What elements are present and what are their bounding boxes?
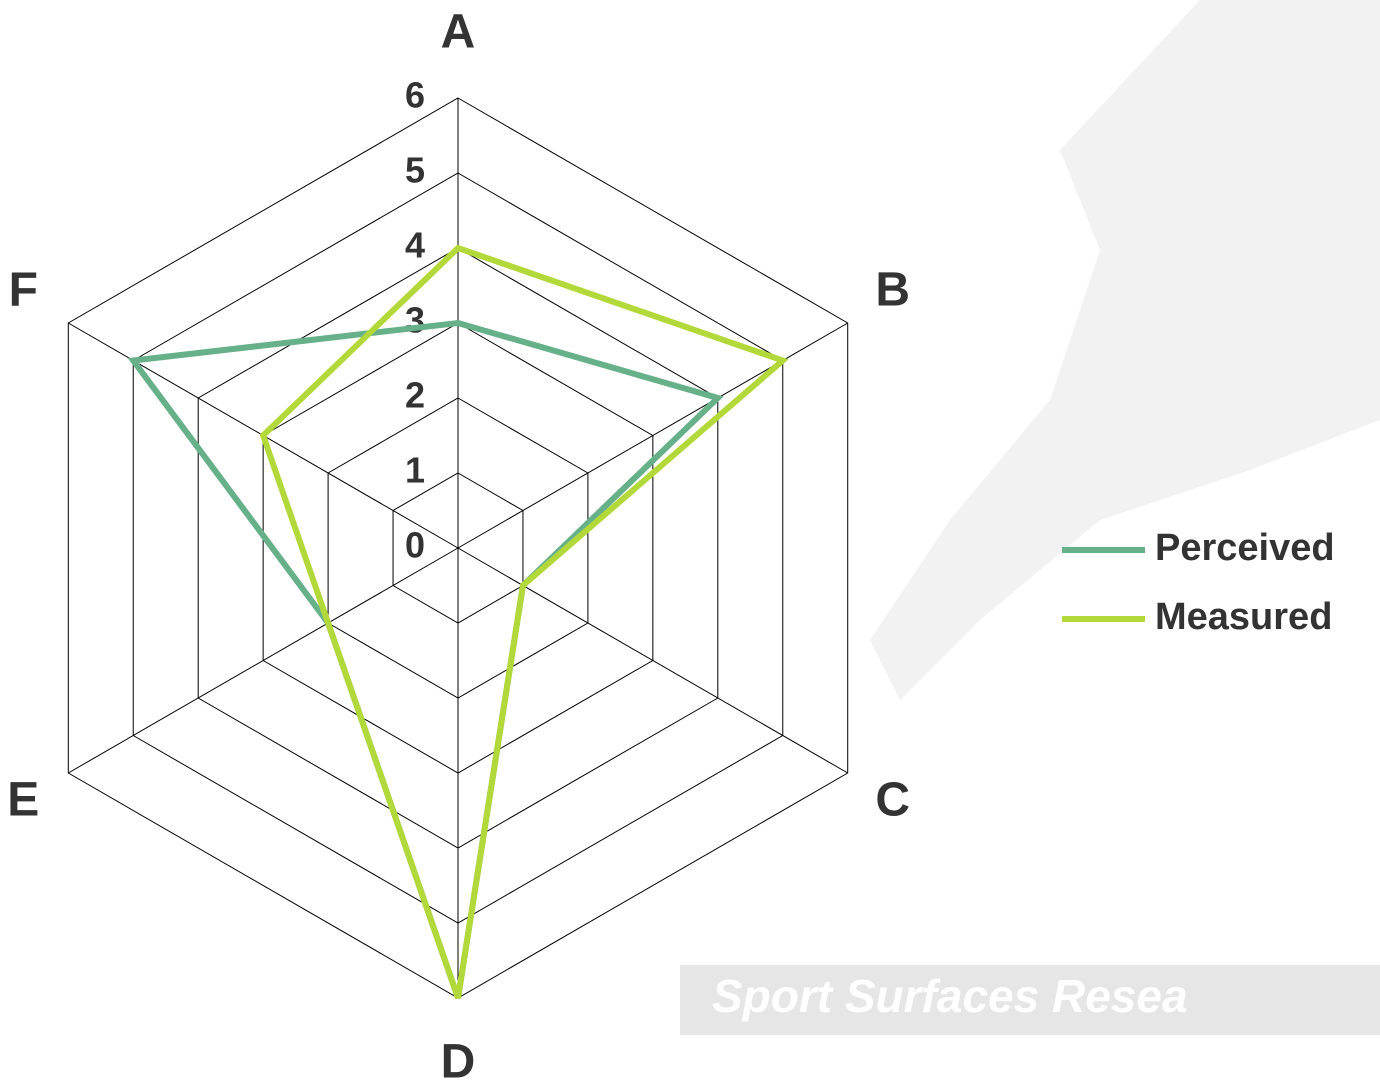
r-tick-label: 2 — [405, 375, 425, 416]
watermark-banner — [680, 965, 1380, 1035]
r-tick-label: 1 — [405, 450, 425, 491]
axis-label: D — [441, 1036, 476, 1089]
watermark-runner — [870, 0, 1380, 700]
r-tick-label: 5 — [405, 150, 425, 191]
legend-label: Measured — [1155, 596, 1332, 638]
watermark: Sport Surfaces Resea — [680, 0, 1380, 1035]
axis-label: B — [875, 264, 910, 317]
series-line — [259, 244, 789, 999]
r-tick-label: 4 — [405, 225, 425, 266]
legend-label: Perceived — [1155, 527, 1335, 569]
axis-label: C — [875, 774, 910, 827]
axis-label: E — [7, 774, 39, 827]
r-tick-label: 6 — [405, 75, 425, 116]
watermark-text: Sport Surfaces Resea — [712, 970, 1188, 1022]
spoke — [68, 547, 459, 774]
axis-label: F — [9, 264, 38, 317]
r-tick-label: 3 — [405, 300, 425, 341]
r-tick-label: 0 — [405, 525, 425, 566]
axis-label: A — [441, 6, 476, 59]
